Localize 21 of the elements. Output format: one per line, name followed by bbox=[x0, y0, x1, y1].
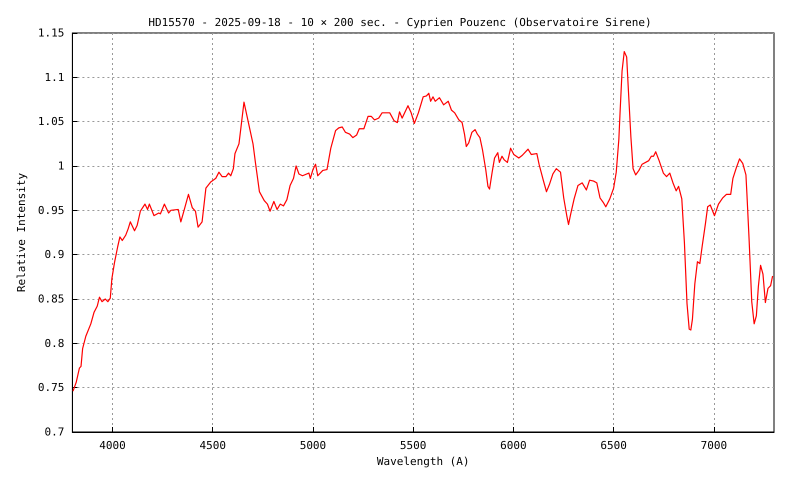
y-tick-label: 0.7 bbox=[44, 426, 64, 438]
y-tick-label: 0.9 bbox=[44, 248, 64, 262]
line-series bbox=[72, 51, 774, 392]
chart-title: HD15570 - 2025-09-18 - 10 × 200 sec. - Cyprien Pouzenc (Observatoire Sirene) bbox=[148, 16, 652, 29]
y-tick-label: 1.1 bbox=[44, 70, 64, 84]
y-tick-label: 0.85 bbox=[38, 292, 64, 306]
y-tick-label: 0.8 bbox=[44, 336, 64, 350]
y-tick-label: 0.75 bbox=[38, 381, 64, 394]
x-tick-label: 5000 bbox=[300, 439, 326, 452]
x-tick-label: 4500 bbox=[199, 439, 226, 452]
x-tick-label: 4000 bbox=[99, 439, 126, 452]
y-tick-label: 1 bbox=[58, 160, 64, 172]
y-axis-title: Relative Intensity bbox=[15, 172, 28, 292]
y-tick-label: 0.95 bbox=[38, 204, 64, 217]
x-tick-label: 7000 bbox=[700, 439, 728, 452]
x-tick-label: 6000 bbox=[500, 439, 527, 452]
y-tick-label: 1.05 bbox=[38, 115, 64, 128]
x-tick-label: 6500 bbox=[600, 439, 627, 452]
y-tick-label: 1.15 bbox=[38, 26, 64, 40]
x-tick-label: 5500 bbox=[400, 439, 426, 452]
x-axis-title: Wavelength (A) bbox=[376, 455, 470, 468]
